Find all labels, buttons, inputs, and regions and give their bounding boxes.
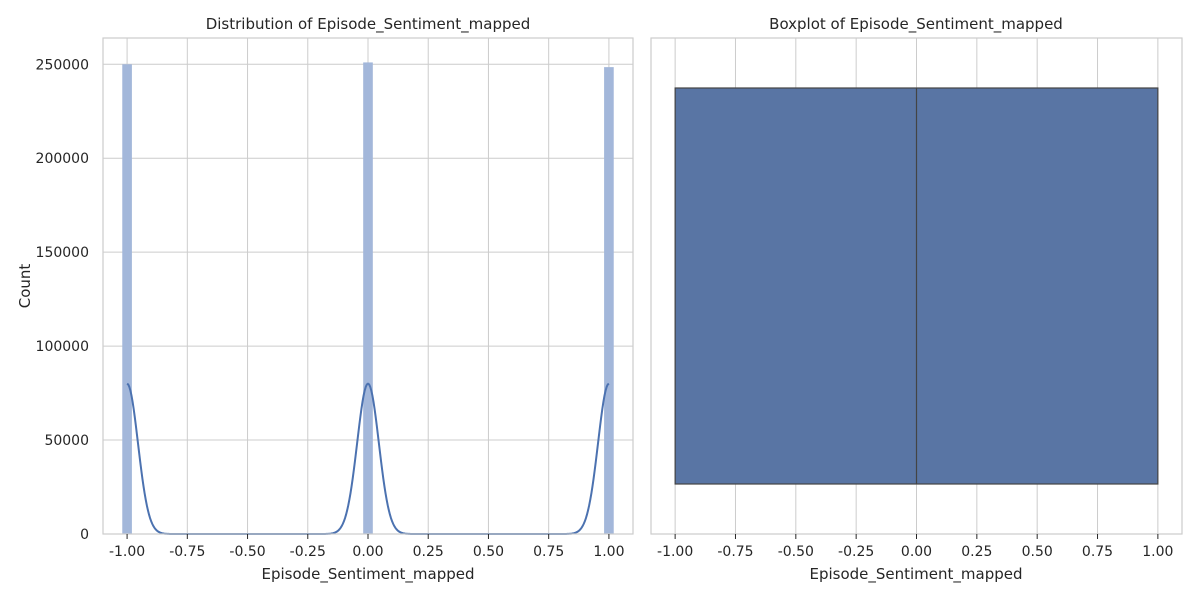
x-tick-label: 1.00: [1142, 544, 1173, 560]
y-tick-label: 200000: [36, 151, 89, 167]
histogram-y-ticks: 0 50000 100000 150000 200000 250000: [36, 57, 89, 543]
x-tick-label: 0.25: [961, 544, 992, 560]
x-tick-label: 0.50: [473, 544, 504, 560]
x-tick-label: 0.00: [901, 544, 932, 560]
boxplot-x-axis-label: Episode_Sentiment_mapped: [809, 565, 1022, 584]
x-tick-label: -0.50: [229, 544, 265, 560]
histogram-bar: [122, 64, 132, 534]
x-tick-label: -0.25: [838, 544, 874, 560]
x-tick-label: 0.25: [413, 544, 444, 560]
x-tick-label: 1.00: [593, 544, 624, 560]
x-tick-label: -0.75: [717, 544, 753, 560]
boxplot-x-ticks: -1.00 -0.75 -0.50 -0.25 0.00 0.25 0.50 0.75 1.00: [657, 534, 1173, 560]
x-tick-label: 0.75: [533, 544, 564, 560]
boxplot-title: Boxplot of Episode_Sentiment_mapped: [769, 15, 1063, 34]
histogram-title: Distribution of Episode_Sentiment_mapped: [206, 15, 531, 34]
x-tick-label: -1.00: [657, 544, 693, 560]
y-tick-label: 150000: [36, 245, 89, 261]
x-tick-label: -1.00: [109, 544, 145, 560]
y-tick-label: 0: [80, 527, 89, 543]
histogram-x-axis-label: Episode_Sentiment_mapped: [261, 565, 474, 584]
y-tick-label: 250000: [36, 57, 89, 73]
x-tick-label: -0.50: [778, 544, 814, 560]
histogram-bar: [363, 62, 373, 534]
histogram-bar: [604, 67, 614, 534]
y-tick-label: 50000: [44, 433, 89, 449]
y-tick-label: 100000: [36, 339, 89, 355]
histogram-panel: Distribution of Episode_Sentiment_mapped…: [16, 15, 634, 584]
x-tick-label: 0.00: [352, 544, 383, 560]
x-tick-label: -0.75: [169, 544, 205, 560]
x-tick-label: 0.75: [1082, 544, 1113, 560]
histogram-y-axis-label: Count: [16, 264, 34, 309]
x-tick-label: -0.25: [290, 544, 326, 560]
histogram-bars: [122, 62, 614, 534]
boxplot-panel: Boxplot of Episode_Sentiment_mapped -1.0…: [650, 15, 1183, 584]
histogram-x-ticks: -1.00 -0.75 -0.50 -0.25 0.00 0.25 0.50 0.75 1.00: [109, 534, 624, 560]
x-tick-label: 0.50: [1022, 544, 1053, 560]
